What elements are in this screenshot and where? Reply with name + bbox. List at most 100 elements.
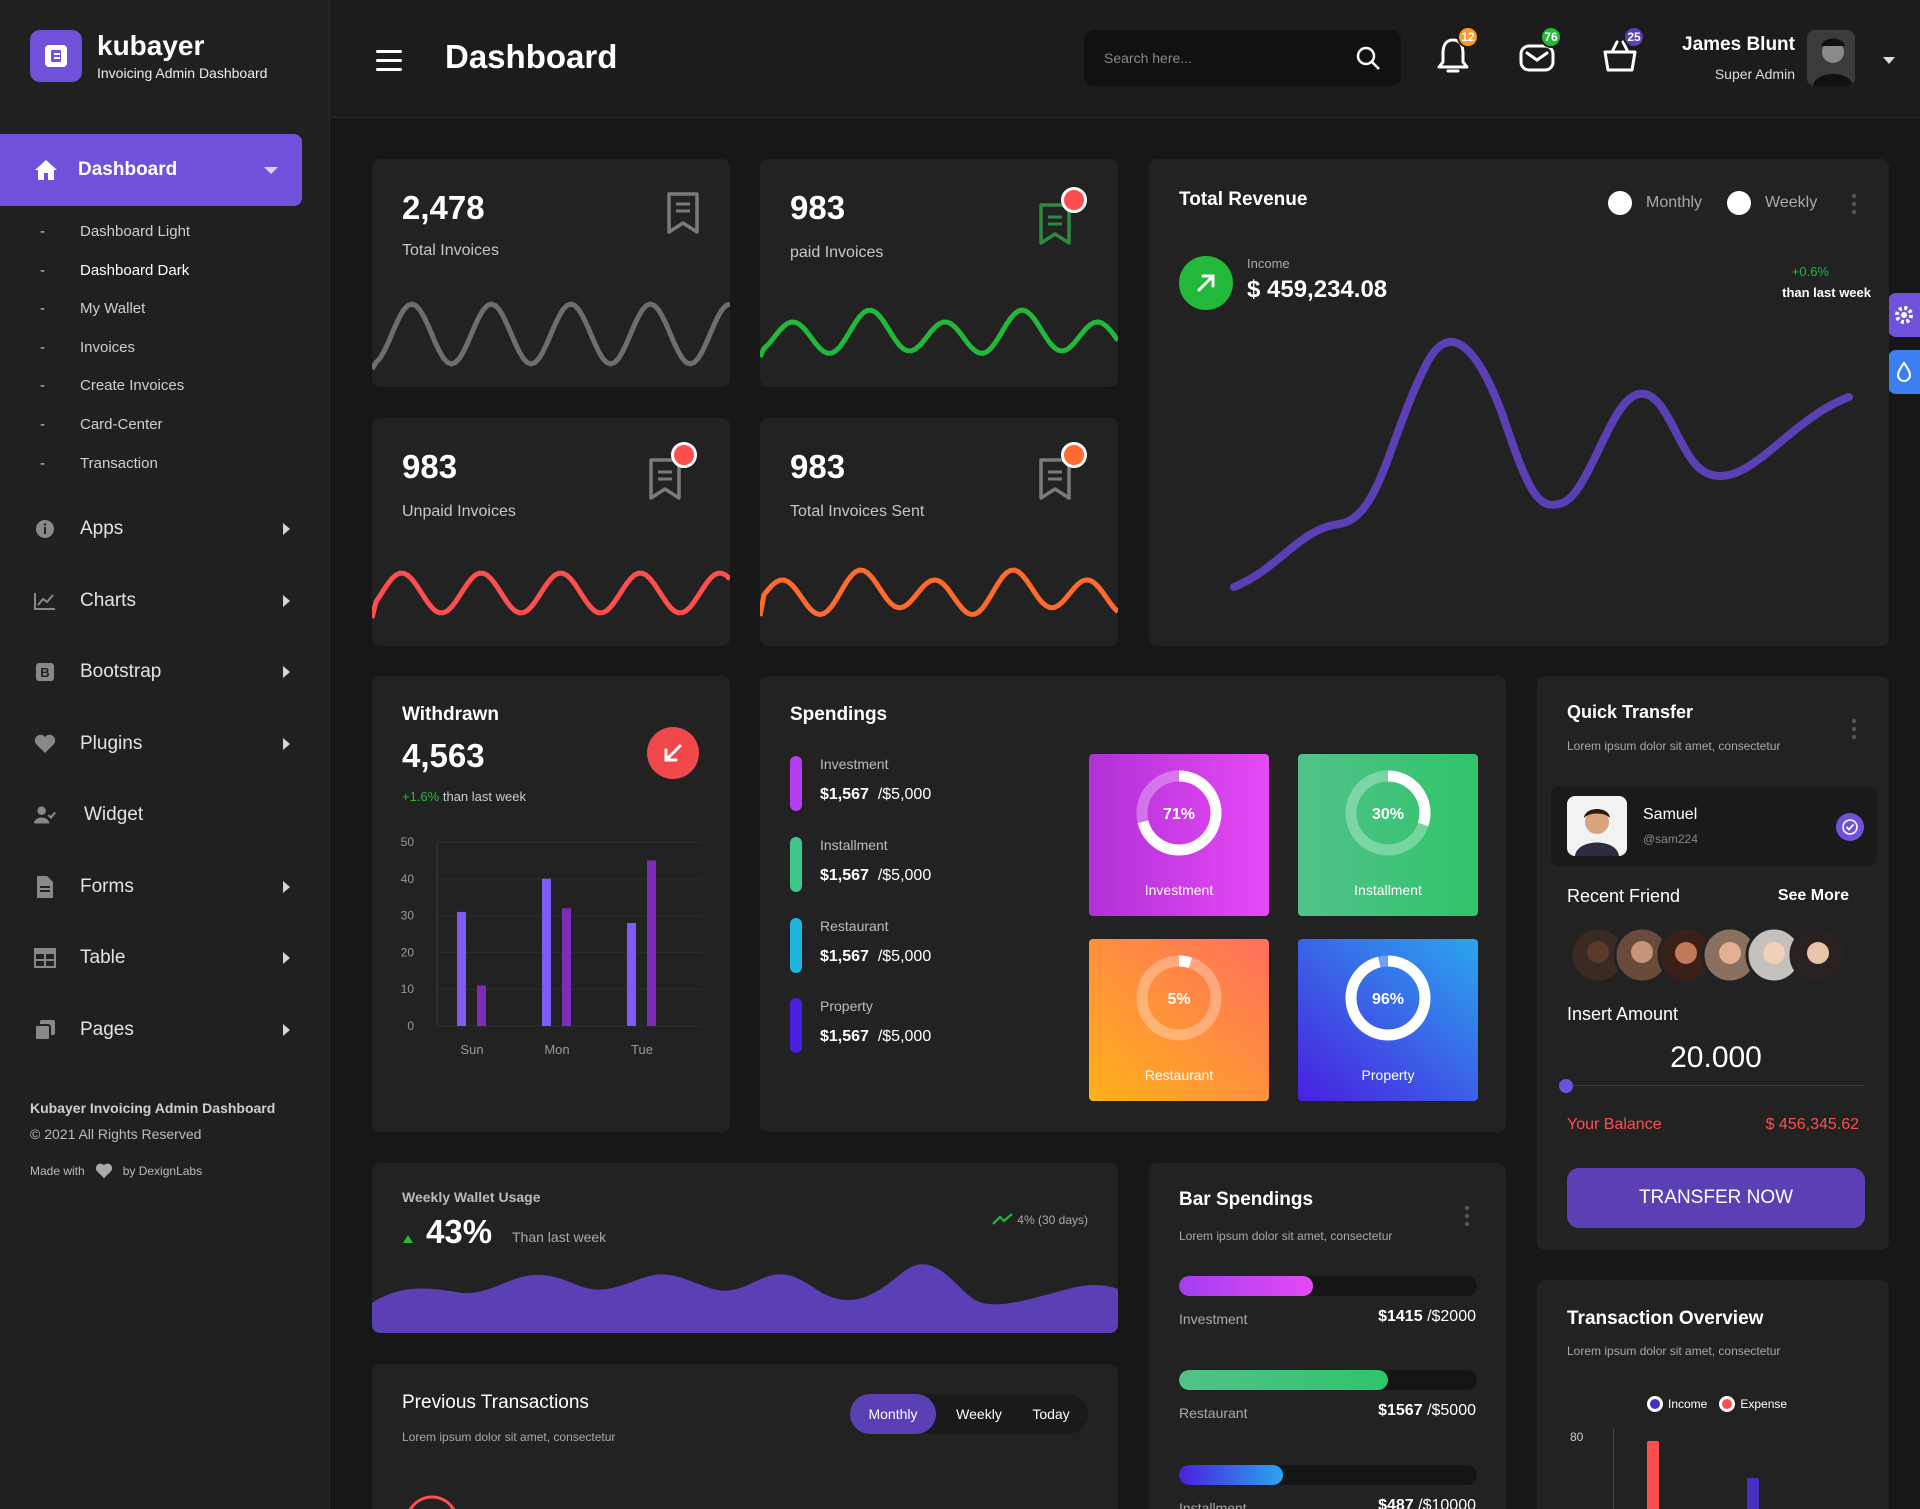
stat-label: Unpaid Invoices <box>402 503 516 520</box>
bar-sun-0 <box>457 911 466 1026</box>
theme-color-button[interactable] <box>1888 350 1920 394</box>
settings-panel-button[interactable] <box>1888 293 1920 337</box>
sidebar-subitem-card-center[interactable]: Card-Center <box>40 416 163 433</box>
notifications-button[interactable]: 12 <box>1435 26 1479 80</box>
chevron-right-icon <box>283 1024 290 1036</box>
spendings-card: Spendings Investment $1,567 /$5,000 Inst… <box>760 676 1506 1132</box>
gear-icon <box>1895 306 1913 324</box>
page-title: Dashboard <box>445 38 618 75</box>
revenue-line-chart <box>1230 338 1853 591</box>
amount-slider-handle[interactable] <box>1559 1079 1573 1093</box>
sidebar-subitem-invoices[interactable]: Invoices <box>40 339 135 356</box>
sidebar-item-charts[interactable]: Charts <box>34 590 290 612</box>
trend-up-icon <box>992 1213 1013 1225</box>
spending-tile-property[interactable]: 96% Property <box>1298 939 1478 1101</box>
more-options-icon[interactable] <box>1851 718 1857 740</box>
contact-handle: @sam224 <box>1643 832 1698 846</box>
triangle-up-icon <box>403 1235 413 1243</box>
messages-button[interactable]: 76 <box>1518 26 1562 80</box>
heart-icon <box>34 733 56 755</box>
tab-monthly[interactable]: Monthly <box>850 1394 936 1434</box>
transfer-now-button[interactable]: TRANSFER NOW <box>1567 1168 1865 1228</box>
stat-card-invoices-sent[interactable]: 983 Total Invoices Sent <box>760 418 1118 646</box>
sparkline-paid-invoices <box>760 307 1118 359</box>
spending-color-bar <box>790 756 802 811</box>
search-input[interactable] <box>1084 30 1344 86</box>
menu-toggle-icon[interactable] <box>376 50 402 77</box>
amount-value[interactable]: 20.000 <box>1670 1041 1762 1074</box>
tab-today[interactable]: Today <box>1032 1406 1070 1422</box>
sidebar-subitem-create-invoices[interactable]: Create Invoices <box>40 377 184 394</box>
sidebar: kubayer Invoicing Admin Dashboard Dashbo… <box>0 0 330 1509</box>
progress-bar-installment <box>1179 1465 1477 1485</box>
search-bar <box>1084 30 1401 86</box>
radio-monthly[interactable] <box>1608 191 1632 215</box>
previous-transactions-card: Previous Transactions Lorem ipsum dolor … <box>372 1364 1118 1509</box>
spending-tile-installment[interactable]: 30% Installment <box>1298 754 1478 916</box>
sidebar-item-apps[interactable]: Apps <box>34 518 290 540</box>
friend-avatar[interactable] <box>1789 926 1847 984</box>
card-title: Bar Spendings <box>1179 1189 1314 1210</box>
sparkline-invoices-sent <box>760 567 1118 618</box>
sidebar-item-table[interactable]: Table <box>34 947 290 969</box>
spending-tile-investment[interactable]: 71% Investment <box>1089 754 1269 916</box>
basket-icon <box>1603 40 1637 72</box>
sidebar-subitem-dashboard-light[interactable]: Dashboard Light <box>40 223 190 240</box>
card-subtitle: Lorem ipsum dolor sit amet, consectetur <box>1567 739 1781 753</box>
selected-contact[interactable]: Samuel @sam224 <box>1551 786 1877 866</box>
revenue-change-label: than last week <box>1782 285 1871 300</box>
sidebar-item-pages[interactable]: Pages <box>34 1019 290 1041</box>
notifications-badge: 12 <box>1457 26 1479 48</box>
user-menu-chevron-icon[interactable] <box>1883 57 1895 64</box>
file-icon <box>34 876 56 898</box>
friend-avatar[interactable] <box>1569 926 1627 984</box>
quick-transfer-card: Quick Transfer Lorem ipsum dolor sit ame… <box>1537 676 1889 1250</box>
card-title: Quick Transfer <box>1567 702 1694 722</box>
stat-card-unpaid-invoices[interactable]: 983 Unpaid Invoices <box>372 418 730 646</box>
more-options-icon[interactable] <box>1851 193 1857 215</box>
card-title: Withdrawn <box>402 704 499 725</box>
user-name: James Blunt <box>1682 34 1795 55</box>
search-icon[interactable] <box>1355 45 1381 71</box>
chevron-down-icon <box>264 167 278 174</box>
wallet-area-chart <box>372 1264 1118 1333</box>
chart-icon <box>34 590 56 612</box>
tab-weekly[interactable]: Weekly <box>956 1406 1002 1422</box>
radio-weekly[interactable] <box>1727 191 1752 215</box>
bar-mon-0 <box>542 878 551 1026</box>
amount-slider-track[interactable] <box>1567 1085 1865 1086</box>
chart-legend: Income Expense <box>1647 1396 1787 1412</box>
sidebar-subitem-my-wallet[interactable]: My Wallet <box>40 300 145 317</box>
sidebar-item-dashboard[interactable]: Dashboard <box>0 134 302 206</box>
donut-chart <box>1345 770 1431 856</box>
avatar[interactable] <box>1807 30 1855 86</box>
stat-card-total-invoices[interactable]: 2,478 Total Invoices <box>372 159 730 387</box>
brand-subtitle: Invoicing Admin Dashboard <box>97 65 268 81</box>
more-options-icon[interactable] <box>1464 1205 1470 1227</box>
bar-spendings-card: Bar Spendings Lorem ipsum dolor sit amet… <box>1149 1163 1506 1509</box>
withdrawn-bar-chart: 50 40 30 20 10 0 Sun Mon Tue <box>401 835 702 1057</box>
card-subtitle: Lorem ipsum dolor sit amet, consectetur <box>1567 1344 1781 1358</box>
alert-dot-icon <box>1061 442 1087 468</box>
header: Dashboard 12 76 25 James Blunt Super Adm… <box>331 0 1920 118</box>
cart-button[interactable]: 25 <box>1601 26 1645 80</box>
sidebar-subitem-transaction[interactable]: Transaction <box>40 455 158 472</box>
sidebar-item-plugins[interactable]: Plugins <box>34 733 290 755</box>
spending-tile-restaurant[interactable]: 5% Restaurant <box>1089 939 1269 1101</box>
brand[interactable]: kubayer Invoicing Admin Dashboard <box>30 30 267 82</box>
stat-label: Total Invoices Sent <box>790 503 925 520</box>
sidebar-item-bootstrap[interactable]: B Bootstrap <box>34 661 290 683</box>
income-bar <box>1747 1478 1759 1509</box>
see-more-link[interactable]: See More <box>1777 887 1849 904</box>
sidebar-item-forms[interactable]: Forms <box>34 876 290 898</box>
progress-bar-investment <box>1179 1276 1477 1296</box>
spending-color-bar <box>790 918 802 973</box>
sidebar-subitem-dashboard-dark[interactable]: Dashboard Dark <box>40 262 189 279</box>
stat-card-paid-invoices[interactable]: 983 paid Invoices <box>760 159 1118 387</box>
insert-amount-label: Insert Amount <box>1567 1004 1679 1024</box>
svg-text:B: B <box>40 665 49 680</box>
sidebar-item-widget[interactable]: Widget <box>34 804 284 826</box>
heart-icon <box>95 1163 112 1179</box>
user-check-icon <box>34 804 56 826</box>
wallet-percent: 43% <box>426 1213 493 1250</box>
